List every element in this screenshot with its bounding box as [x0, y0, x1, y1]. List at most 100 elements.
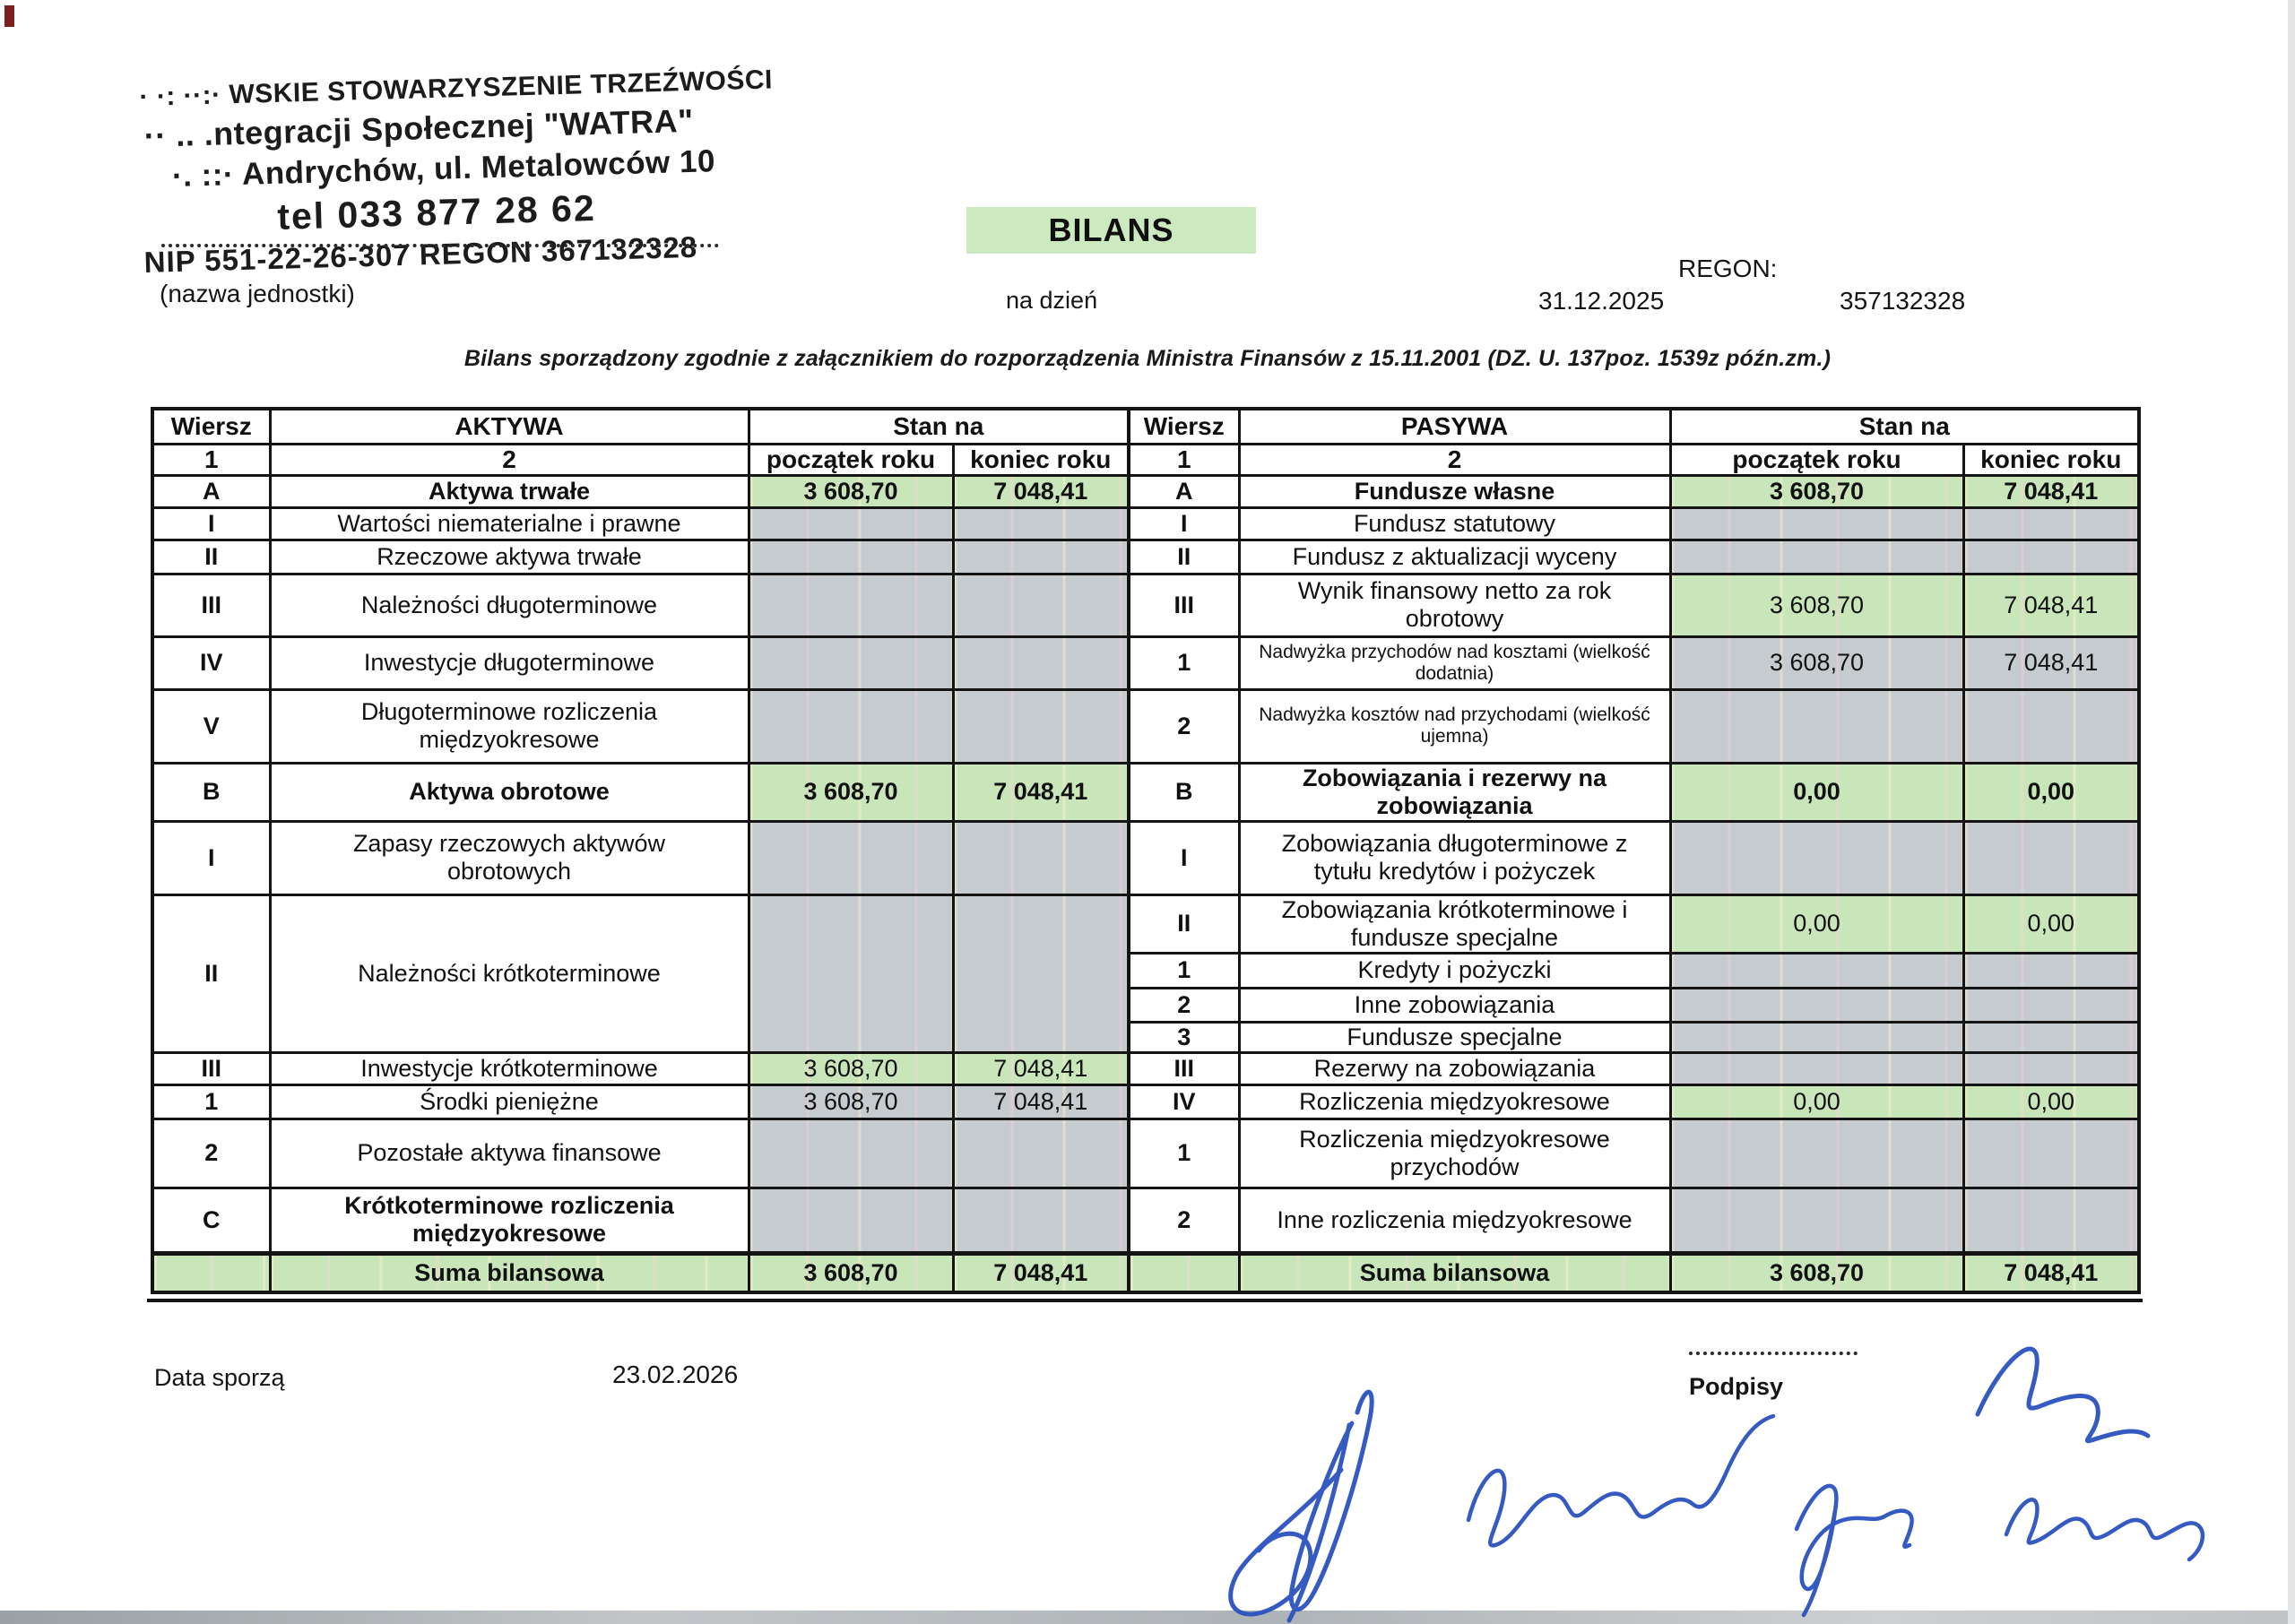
value-start [1668, 951, 1965, 989]
value-start: 0,00 [1668, 893, 1965, 955]
row-wiersz: III [1127, 1050, 1241, 1086]
value-end [951, 893, 1130, 1054]
value-end: 7 048,41 [951, 473, 1130, 509]
row-wiersz: II [151, 538, 272, 575]
value-end: 7 048,41 [951, 761, 1130, 823]
value-start [1668, 1020, 1965, 1054]
data-sporza-date: 23.02.2026 [612, 1361, 739, 1388]
value-start [747, 819, 955, 896]
value-start [747, 635, 955, 691]
row-name: Zobowiązania krótkoterminowe i fundusze … [1237, 893, 1672, 955]
col-header-poczatek: początek roku [1668, 442, 1965, 477]
row-wiersz: 1 [151, 1083, 272, 1120]
value-start [747, 572, 955, 638]
col-header-koniec: koniec roku [1962, 442, 2141, 477]
regon-value: 357132328 [1840, 287, 1966, 315]
table-row: III Rezerwy na zobowiązania [1127, 1050, 2141, 1086]
value-start: 3 608,70 [1668, 1250, 1965, 1294]
value-end [1962, 951, 2141, 989]
col-header-poczatek: początek roku [747, 442, 955, 477]
signature-1 [1228, 1389, 1374, 1623]
table-row: C Krótkoterminowe rozliczenia międzyokre… [151, 1186, 1130, 1255]
row-name: Zapasy rzeczowych aktywów obrotowych [268, 819, 750, 896]
scan-right-edge [2288, 0, 2295, 1624]
row-name: Nadwyżka przychodów nad kosztami (wielko… [1237, 635, 1672, 691]
scan-corner-mark [4, 5, 14, 27]
row-name: Inne zobowiązania [1237, 986, 1672, 1024]
regon-label: REGON: [1678, 255, 1778, 282]
table-row: III Należności długoterminowe [151, 572, 1130, 638]
value-end: 7 048,41 [1962, 635, 2141, 691]
row-name: Fundusze własne [1237, 473, 1672, 509]
value-end: 0,00 [1962, 893, 2141, 955]
table-row-suma: Suma bilansowa 3 608,70 7 048,41 [1127, 1250, 2141, 1294]
table-row: 1 Rozliczenia międzyokresowe przychodów [1127, 1117, 2141, 1189]
row-wiersz: III [1127, 572, 1241, 638]
table-row: 3 Fundusze specjalne [1127, 1020, 2141, 1054]
table-row: 2 Pozostałe aktywa finansowe [151, 1117, 1130, 1189]
row-wiersz: I [151, 505, 272, 541]
table-row: A Fundusze własne 3 608,70 7 048,41 [1127, 473, 2141, 509]
row-name: Zobowiązania i rezerwy na zobowiązania [1237, 761, 1672, 823]
value-start: 3 608,70 [1668, 635, 1965, 691]
balance-table-pasywa: Wiersz PASYWA Stan na 1 2 początek roku … [1127, 407, 2142, 1295]
row-name: Środki pieniężne [268, 1083, 750, 1120]
col-header-wiersz: Wiersz [151, 407, 272, 445]
podpisy-label: Podpisy [1689, 1373, 1784, 1400]
row-wiersz: V [151, 687, 272, 764]
data-sporza-label: Data sporzą [154, 1364, 285, 1391]
signature-3 [1794, 1483, 1914, 1618]
bilans-title-highlight: BILANS [966, 207, 1256, 254]
row-wiersz: 2 [151, 1117, 272, 1189]
value-start [1668, 986, 1965, 1024]
value-end: 0,00 [1962, 761, 2141, 823]
value-start [1668, 1050, 1965, 1086]
value-end [1962, 1020, 2141, 1054]
value-end [951, 538, 1130, 575]
table-row: 1 Środki pieniężne 3 608,70 7 048,41 [151, 1083, 1130, 1120]
value-start: 3 608,70 [747, 1083, 955, 1120]
value-start: 3 608,70 [1668, 473, 1965, 509]
col-number: 2 [1237, 442, 1672, 477]
signature-2 [1466, 1413, 1776, 1548]
row-wiersz: 1 [1127, 1117, 1241, 1189]
value-start [1668, 1117, 1965, 1189]
row-wiersz: B [1127, 761, 1241, 823]
row-name: Długoterminowe rozliczenia międzyokresow… [268, 687, 750, 764]
value-end [951, 819, 1130, 896]
col-header-pasywa: PASYWA [1237, 407, 1672, 445]
row-name: Krótkoterminowe rozliczenia międzyokreso… [268, 1186, 750, 1255]
table-row: II Należności krótkoterminowe [151, 893, 1130, 1054]
value-start [1668, 505, 1965, 541]
row-wiersz [1127, 1250, 1241, 1294]
col-header-koniec: koniec roku [951, 442, 1130, 477]
podpisy-dotted-line [1689, 1352, 1858, 1355]
row-wiersz: IV [151, 635, 272, 691]
value-start: 3 608,70 [747, 473, 955, 509]
value-start: 3 608,70 [747, 761, 955, 823]
value-end [1962, 819, 2141, 896]
value-end [1962, 1186, 2141, 1255]
scan-bottom-strip [0, 1611, 2295, 1624]
value-start [747, 1117, 955, 1189]
value-end [1962, 1050, 2141, 1086]
table-row: 2 Inne rozliczenia międzyokresowe [1127, 1186, 2141, 1255]
row-name: Wynik finansowy netto za rok obrotowy [1237, 572, 1672, 638]
value-start [747, 505, 955, 541]
row-wiersz: 3 [1127, 1020, 1241, 1054]
row-name: Kredyty i pożyczki [1237, 951, 1672, 989]
row-wiersz: A [1127, 473, 1241, 509]
row-name: Rozliczenia międzyokresowe przychodów [1237, 1117, 1672, 1189]
table-row: V Długoterminowe rozliczenia międzyokres… [151, 687, 1130, 764]
col-number: 2 [268, 442, 750, 477]
row-name: Rozliczenia międzyokresowe [1237, 1083, 1672, 1120]
row-wiersz: 1 [1127, 951, 1241, 989]
table-row: I Zobowiązania długoterminowe z tytułu k… [1127, 819, 2141, 896]
row-wiersz: B [151, 761, 272, 823]
row-wiersz: 2 [1127, 1186, 1241, 1255]
table-row: I Zapasy rzeczowych aktywów obrotowych [151, 819, 1130, 896]
table-row: II Zobowiązania krótkoterminowe i fundus… [1127, 893, 2141, 955]
value-end [1962, 687, 2141, 764]
table-row: IV Rozliczenia międzyokresowe 0,00 0,00 [1127, 1083, 2141, 1120]
value-end [1962, 1117, 2141, 1189]
